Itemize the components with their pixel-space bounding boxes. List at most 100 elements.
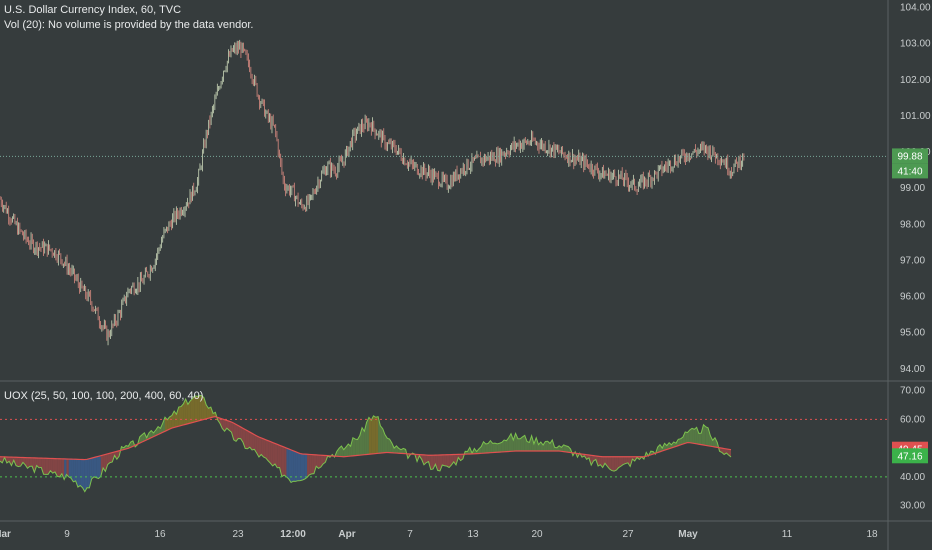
time-axis[interactable]: Mar 9 16 23 12:00 Apr 7 13 20 27 May 11 18 [0, 529, 878, 540]
uox-fill [9, 457, 12, 466]
last-price-tag: 99.88 [897, 151, 922, 162]
uox-fill [556, 445, 560, 452]
uox-fill [627, 456, 631, 467]
uox-fill [155, 426, 159, 436]
uox-fill [105, 453, 108, 472]
uox-fill [465, 451, 468, 455]
uox-fill [169, 415, 172, 430]
uox-fill [348, 443, 351, 457]
uox-fill [423, 454, 427, 465]
uox-fill [371, 415, 374, 455]
uox-fill [109, 452, 113, 463]
uox-fill [130, 440, 133, 448]
uox-fill [616, 456, 619, 471]
uox-fill [45, 458, 49, 475]
uox-fill [378, 416, 381, 454]
uox-fill [680, 437, 683, 445]
uox-fill [268, 440, 271, 464]
uox-fill [671, 441, 674, 448]
time-tick-label: May [678, 529, 698, 540]
uox-fill [483, 441, 486, 454]
uox-fill [488, 440, 491, 453]
uox-fill [545, 441, 548, 451]
uox-fill [611, 456, 615, 472]
uox-fill [442, 454, 445, 466]
uox-fill [100, 455, 104, 477]
uox-fill [664, 443, 667, 451]
uox-fill [36, 457, 39, 468]
uox-oscillator[interactable] [0, 394, 732, 493]
uox-fill [302, 453, 305, 480]
uox-fill [529, 435, 532, 451]
uox-fill [288, 448, 292, 483]
time-tick-label: 18 [866, 529, 878, 540]
uox-fill [114, 451, 117, 460]
uox-fill [403, 448, 406, 454]
uox-fill [286, 448, 289, 479]
uox-fill [362, 427, 365, 455]
uox-fill [696, 427, 699, 445]
uox-fill [437, 454, 440, 471]
uox-fill [692, 428, 695, 444]
symbol-title[interactable]: U.S. Dollar Currency Index, 60, TVC [4, 4, 182, 16]
uox-fill [689, 428, 693, 444]
indicator-tick-label: 30.00 [900, 501, 925, 512]
uox-fill [270, 441, 273, 466]
uox-fill [197, 395, 200, 422]
uox-fill [339, 446, 342, 457]
uox-fill [162, 417, 165, 433]
uox-fill [522, 435, 525, 451]
uox-fill [256, 435, 259, 458]
uox-fill [233, 423, 237, 442]
uox-fill [380, 425, 383, 454]
uox-fill [336, 448, 340, 457]
uox-fill [247, 430, 250, 449]
uox-fill [368, 417, 372, 455]
uox-fill [222, 418, 225, 432]
uox-fill [16, 457, 19, 467]
uox-fill [659, 444, 663, 452]
uox-fill [382, 428, 385, 453]
uox-fill [300, 453, 303, 481]
uox-fill [705, 426, 709, 446]
uox-fill [685, 431, 688, 444]
uox-fill [435, 455, 438, 471]
uox-fill [208, 407, 211, 419]
uox-fill [497, 443, 500, 453]
uox-fill [708, 427, 711, 447]
uox-fill [206, 404, 209, 419]
indicator-tick-label: 60.00 [900, 414, 925, 425]
uox-fill [178, 406, 182, 427]
uox-fill [701, 424, 704, 446]
uox-fill [199, 395, 202, 421]
uox-fill [323, 455, 326, 464]
uox-fill [346, 443, 349, 457]
uox-fill [511, 433, 514, 452]
price-candles[interactable] [0, 39, 745, 346]
uox-fill [190, 398, 193, 424]
price-axis[interactable]: 104.00103.00102.00101.00100.0099.0098.00… [900, 3, 931, 375]
uox-fill [192, 395, 195, 423]
uox-fill [236, 424, 239, 442]
uox-fill [142, 432, 145, 443]
last-price-tag-bg [892, 148, 928, 164]
uox-fill [82, 459, 85, 492]
uox-fill [307, 454, 310, 478]
uox-fill [623, 456, 626, 465]
uox-fill [20, 457, 23, 467]
time-tick-label: 11 [782, 529, 793, 540]
uox-fast-tag: 47.16 [897, 451, 922, 462]
indicator-title[interactable]: UOX (25, 50, 100, 100, 200, 400, 60, 40) [4, 390, 204, 402]
uox-fill [274, 443, 278, 468]
indicator-tick-label: 40.00 [900, 472, 925, 483]
time-tick-label: 12:00 [280, 529, 306, 540]
price-tick-label: 96.00 [900, 292, 925, 303]
uox-fill [91, 457, 94, 479]
uox-fill [284, 447, 287, 477]
uox-fill [107, 453, 110, 465]
uox-fill [501, 440, 505, 452]
uox-fill [38, 458, 42, 468]
